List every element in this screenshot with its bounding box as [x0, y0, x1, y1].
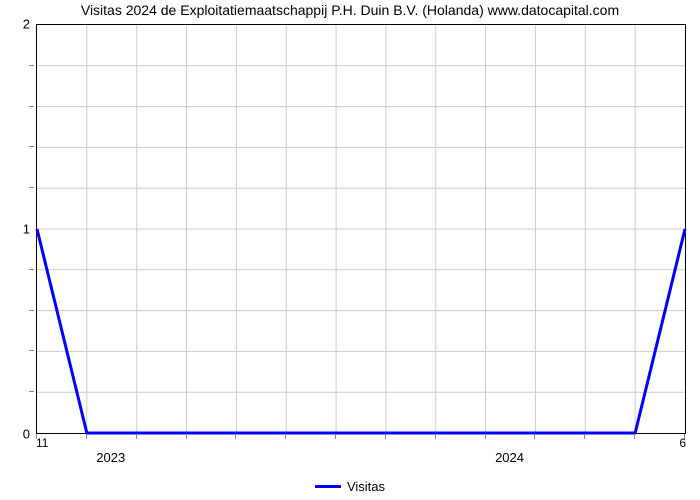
chart-container: Visitas 2024 de Exploitatiemaatschappij …	[0, 0, 700, 500]
legend: Visitas	[0, 479, 700, 494]
x-tick-mark	[136, 434, 137, 439]
y-minor-tick-mark	[29, 391, 34, 392]
x-tick-mark	[186, 434, 187, 439]
y-minor-tick-mark	[29, 310, 34, 311]
y-minor-tick-mark	[29, 65, 34, 66]
chart-title: Visitas 2024 de Exploitatiemaatschappij …	[0, 2, 700, 18]
legend-swatch	[315, 485, 341, 488]
x-tick-mark	[235, 434, 236, 439]
y-tick-label-2: 2	[10, 17, 30, 32]
y-minor-tick-mark	[29, 350, 34, 351]
y-tick-label-1: 1	[10, 222, 30, 237]
grid-group	[37, 25, 685, 433]
x-tick-mark	[485, 434, 486, 439]
plot-area	[36, 24, 686, 434]
y-minor-tick-mark	[29, 146, 34, 147]
x-tick-mark	[435, 434, 436, 439]
x-tick-mark	[684, 434, 685, 439]
x-tick-mark	[86, 434, 87, 439]
y-minor-tick-mark	[29, 187, 34, 188]
x-tick-mark	[285, 434, 286, 439]
x-axis-label: 2024	[495, 450, 524, 465]
x-tick-mark	[584, 434, 585, 439]
annotation-left: 11	[36, 436, 48, 450]
plot-svg	[37, 25, 685, 433]
y-tick-label-0: 0	[10, 427, 30, 442]
legend-label: Visitas	[347, 479, 385, 494]
x-tick-mark	[534, 434, 535, 439]
x-tick-mark	[385, 434, 386, 439]
x-tick-mark	[634, 434, 635, 439]
y-minor-tick-mark	[29, 106, 34, 107]
series-line	[37, 229, 685, 433]
x-tick-mark	[36, 434, 37, 439]
x-tick-mark	[335, 434, 336, 439]
y-minor-tick-mark	[29, 269, 34, 270]
x-axis-label: 2023	[96, 450, 125, 465]
